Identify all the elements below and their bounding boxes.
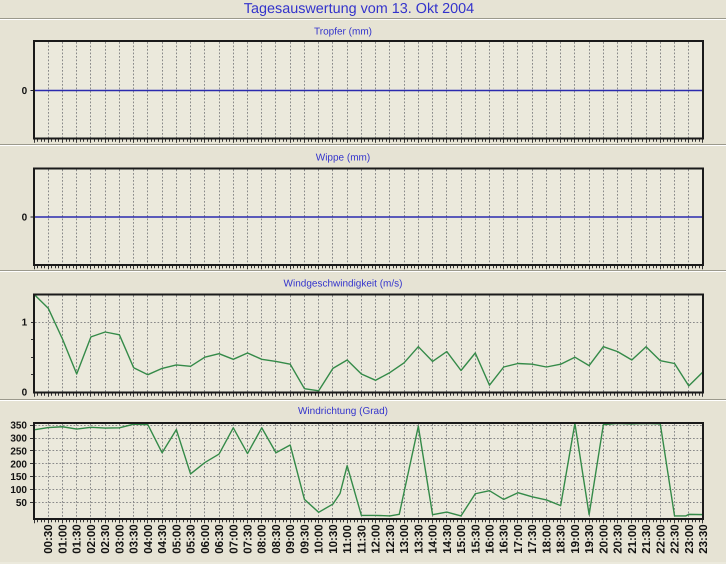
svg-text:13:30: 13:30 [413, 524, 425, 553]
svg-text:04:30: 04:30 [157, 524, 169, 553]
svg-text:Wippe (mm): Wippe (mm) [316, 153, 370, 164]
svg-text:09:30: 09:30 [299, 524, 311, 553]
svg-text:0: 0 [22, 388, 28, 399]
svg-text:17:30: 17:30 [527, 524, 539, 553]
svg-text:12:00: 12:00 [371, 524, 383, 553]
svg-text:10:30: 10:30 [328, 524, 340, 553]
svg-text:11:00: 11:00 [342, 525, 354, 554]
svg-text:04:00: 04:00 [143, 524, 155, 553]
svg-text:19:00: 19:00 [570, 524, 582, 553]
svg-text:14:00: 14:00 [428, 524, 440, 553]
svg-text:00:30: 00:30 [43, 524, 55, 553]
svg-text:200: 200 [10, 459, 27, 470]
svg-text:02:00: 02:00 [86, 524, 98, 553]
svg-text:07:00: 07:00 [228, 524, 240, 553]
svg-text:0: 0 [22, 86, 28, 97]
svg-text:15:30: 15:30 [470, 524, 482, 553]
svg-text:17:00: 17:00 [513, 524, 525, 553]
svg-text:14:30: 14:30 [442, 524, 454, 553]
svg-text:0: 0 [22, 212, 28, 223]
svg-text:03:30: 03:30 [129, 524, 141, 553]
svg-text:01:30: 01:30 [72, 524, 84, 553]
svg-text:02:30: 02:30 [100, 524, 112, 553]
svg-text:350: 350 [10, 421, 27, 432]
svg-text:09:00: 09:00 [285, 524, 297, 553]
svg-text:100: 100 [10, 485, 27, 496]
svg-text:150: 150 [10, 472, 27, 483]
svg-text:Windrichtung (Grad): Windrichtung (Grad) [298, 406, 388, 417]
svg-text:23:00: 23:00 [684, 524, 696, 553]
svg-text:50: 50 [16, 498, 28, 509]
svg-text:05:30: 05:30 [186, 524, 198, 553]
svg-text:11:30: 11:30 [356, 525, 368, 554]
svg-text:250: 250 [10, 446, 27, 457]
svg-text:Tagesauswertung vom 13. Okt 20: Tagesauswertung vom 13. Okt 2004 [244, 1, 474, 17]
svg-text:20:30: 20:30 [613, 524, 625, 553]
svg-text:18:30: 18:30 [556, 524, 568, 553]
svg-text:1: 1 [22, 318, 28, 329]
svg-text:08:00: 08:00 [257, 524, 269, 553]
svg-text:300: 300 [10, 434, 27, 445]
svg-text:05:00: 05:00 [171, 524, 183, 553]
svg-text:10:00: 10:00 [314, 524, 326, 553]
svg-text:15:00: 15:00 [456, 524, 468, 553]
svg-text:21:00: 21:00 [627, 524, 639, 553]
svg-text:06:30: 06:30 [214, 524, 226, 553]
svg-text:16:30: 16:30 [499, 524, 511, 553]
svg-text:22:00: 22:00 [655, 524, 667, 553]
svg-text:Tropfer (mm): Tropfer (mm) [314, 26, 372, 37]
svg-text:Windgeschwindigkeit (m/s): Windgeschwindigkeit (m/s) [284, 279, 403, 290]
svg-text:23:30: 23:30 [698, 524, 710, 553]
svg-text:12:30: 12:30 [385, 524, 397, 553]
svg-text:19:30: 19:30 [584, 524, 596, 553]
svg-text:16:00: 16:00 [484, 524, 496, 553]
svg-text:18:00: 18:00 [541, 524, 553, 553]
svg-text:07:30: 07:30 [243, 524, 255, 553]
svg-text:08:30: 08:30 [271, 524, 283, 553]
svg-text:13:00: 13:00 [399, 524, 411, 553]
svg-text:20:00: 20:00 [598, 524, 610, 553]
svg-text:21:30: 21:30 [641, 524, 653, 553]
svg-text:06:00: 06:00 [200, 524, 212, 553]
svg-text:22:30: 22:30 [670, 524, 682, 553]
svg-text:01:00: 01:00 [57, 524, 69, 553]
svg-text:03:00: 03:00 [114, 524, 126, 553]
